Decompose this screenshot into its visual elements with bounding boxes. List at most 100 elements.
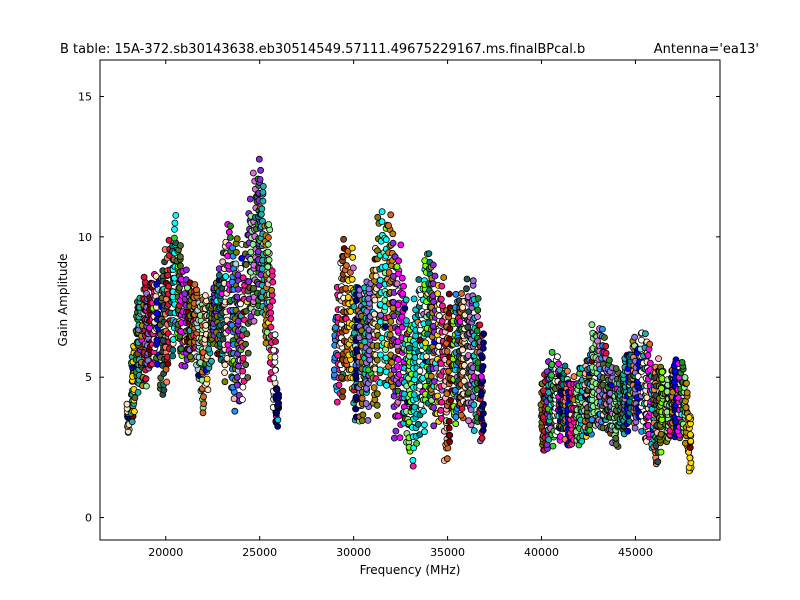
data-point [440,274,448,281]
data-point [203,375,211,383]
data-point [599,325,606,333]
data-point [458,290,465,297]
data-point [397,241,405,249]
data-point [445,290,453,298]
data-point [438,398,446,406]
data-point [200,393,207,401]
data-point [365,347,373,355]
data-point [683,389,691,397]
data-point [333,398,341,406]
data-point [201,292,209,299]
data-point [237,264,245,272]
data-point [239,383,247,391]
data-point [159,337,167,345]
y-tick-label: 15 [78,90,92,103]
antenna-label: Antenna='ea13' [654,42,759,57]
data-point [414,420,422,428]
data-point [420,407,427,415]
data-point [683,379,690,387]
data-point [469,277,477,285]
data-point [169,346,177,354]
data-point [446,335,454,343]
data-point [221,369,229,377]
data-point [128,418,136,426]
data-point [443,347,451,355]
data-point [177,345,185,353]
data-point [658,384,665,392]
y-axis-label: Gain Amplitude [56,254,70,347]
x-tick-label: 45000 [618,546,653,559]
data-point [335,381,343,389]
data-point [271,331,279,339]
data-point [376,318,384,326]
data-point [268,267,276,275]
data-point [247,313,255,320]
data-point [446,438,454,446]
data-point [339,393,346,401]
data-point [409,462,417,470]
data-point [224,341,232,349]
data-point [646,340,654,348]
data-point [223,354,231,362]
data-point [140,273,148,281]
data-point [394,270,402,278]
data-point [271,353,279,361]
data-point [239,354,247,362]
data-point [430,422,438,430]
data-point [259,197,267,205]
data-points [123,155,695,475]
data-point [681,374,689,381]
data-point [200,400,208,408]
data-point [233,373,241,381]
x-tick-label: 30000 [336,546,371,559]
data-point [378,208,386,216]
data-point [378,218,386,226]
data-point [478,434,486,442]
data-point [394,301,402,309]
data-point [463,285,470,293]
data-point [477,373,485,381]
data-point [658,375,666,383]
data-point [654,458,662,466]
data-point [254,248,262,256]
data-point [678,358,686,366]
data-point [396,434,404,442]
data-point [123,400,131,408]
data-point [387,318,395,325]
data-point [199,409,207,417]
data-point [588,321,596,329]
data-point [175,284,183,292]
data-point [134,388,142,396]
data-point [348,244,356,252]
data-point [682,404,690,411]
y-tick-label: 0 [85,512,92,525]
data-point [435,342,443,350]
data-point [387,211,395,219]
data-point [233,381,241,389]
data-point [232,260,240,268]
data-point [373,401,381,409]
data-point [427,372,435,380]
data-point [339,387,347,395]
data-point [382,236,390,244]
data-point [480,421,488,429]
data-point [431,272,439,280]
plot-frame [99,59,721,541]
data-point [243,330,251,338]
data-point [272,338,280,345]
data-point [170,234,178,242]
data-point [392,427,400,435]
data-point [182,266,190,274]
data-point [416,382,424,390]
data-point [237,300,244,308]
data-point [459,368,467,376]
data-point [478,388,485,396]
data-point [443,455,451,463]
data-point [359,411,367,419]
data-point [244,349,252,357]
data-point [256,175,264,183]
y-axis: 0 5 10 15 [78,90,720,525]
data-point [274,416,282,424]
data-point [350,303,358,311]
data-point [373,390,381,398]
